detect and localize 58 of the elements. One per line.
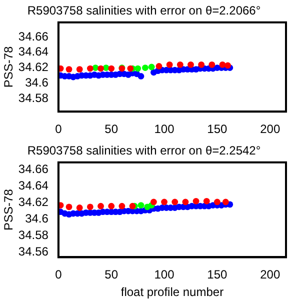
point: [118, 202, 126, 210]
x-tick-label: 200: [260, 122, 280, 136]
point: [224, 62, 231, 69]
x-tick-label: 150: [207, 268, 228, 282]
point: [214, 198, 220, 206]
point: [166, 61, 173, 68]
x-tick-label: 200: [260, 268, 280, 282]
point: [134, 65, 142, 72]
x-tick-label: 100: [154, 268, 175, 282]
point: [66, 66, 72, 73]
point: [98, 202, 104, 210]
y-tick-label: 34.64: [18, 44, 49, 59]
chart-title: R5903758 salinities with error on θ=2.2542°: [27, 144, 261, 158]
y-axis-title: PSS-78: [2, 188, 16, 230]
point: [138, 202, 144, 208]
point: [198, 61, 205, 68]
point: [150, 198, 157, 206]
x-tick-label: 0: [55, 268, 62, 282]
y-tick-label: 34.62: [18, 195, 49, 210]
point: [66, 204, 72, 210]
point: [148, 64, 155, 70]
point: [98, 65, 104, 72]
y-tick-label: 34.58: [18, 90, 49, 105]
x-tick-label: 100: [154, 122, 175, 136]
x-tick-label: 0: [55, 122, 62, 136]
point: [222, 198, 229, 206]
point: [192, 198, 200, 204]
x-tick-label: 50: [104, 122, 118, 136]
point: [86, 65, 94, 72]
point: [203, 198, 210, 204]
point: [86, 204, 94, 210]
point: [142, 64, 148, 71]
x-tick-label: 50: [104, 268, 118, 282]
point: [108, 202, 115, 210]
point: [172, 198, 178, 206]
y-tick-label: 34.62: [18, 60, 49, 74]
point: [76, 204, 83, 211]
y-tick-label: 34.56: [18, 244, 49, 259]
point: [76, 66, 83, 73]
point: [176, 61, 184, 68]
y-axis-title: PSS-78: [2, 46, 16, 88]
y-tick-label: 34.66: [18, 162, 49, 176]
point: [138, 73, 144, 80]
point: [108, 65, 115, 72]
point: [219, 61, 226, 68]
point: [156, 63, 162, 70]
y-tick-label: 34.6: [25, 212, 49, 226]
y-tick-label: 34.64: [18, 178, 49, 193]
x-axis-title: float profile number: [120, 285, 224, 300]
point: [161, 198, 168, 206]
x-tick-label: 150: [207, 122, 228, 136]
point: [208, 61, 216, 68]
y-tick-label: 34.66: [18, 29, 49, 44]
point: [188, 61, 194, 68]
chart-title: R5903758 salinities with error on θ=2.2066°: [27, 4, 261, 18]
y-tick-label: 34.58: [18, 228, 49, 242]
y-tick-label: 34.6: [25, 75, 49, 90]
point: [182, 198, 189, 206]
